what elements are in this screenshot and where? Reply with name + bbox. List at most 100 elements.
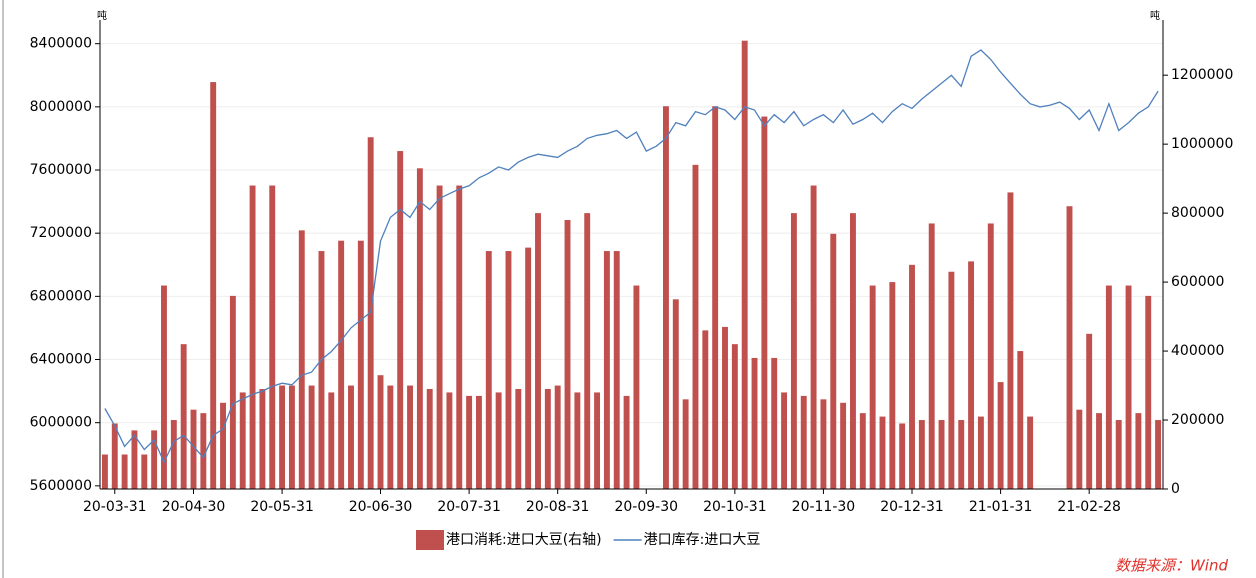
y2-tick-label: 1000000 <box>1171 136 1233 152</box>
bar <box>997 382 1004 489</box>
y-tick-label: 6000000 <box>30 415 92 431</box>
bar <box>948 271 955 489</box>
bar <box>416 168 423 490</box>
bar <box>1096 413 1102 489</box>
bar <box>210 82 217 489</box>
bar <box>407 385 413 489</box>
x-tick-label: 20-06-30 <box>349 499 413 515</box>
bar <box>1125 285 1132 489</box>
y-tick-label: 8000000 <box>30 99 92 115</box>
x-tick-label: 20-11-30 <box>792 499 856 515</box>
y2-tick-label: 200000 <box>1171 412 1224 428</box>
bar <box>446 392 453 489</box>
bar <box>977 416 984 489</box>
legend-label: 港口消耗:进口大豆(右轴) <box>446 532 602 548</box>
y2-tick-label: 800000 <box>1171 205 1224 221</box>
x-tick-label: 20-12-31 <box>880 499 944 515</box>
bar <box>544 388 551 489</box>
bar <box>613 251 620 489</box>
bar <box>338 240 345 489</box>
bar <box>535 213 541 489</box>
bar <box>672 299 679 489</box>
bar <box>800 395 807 489</box>
bar <box>712 106 719 490</box>
y2-tick-label: 1200000 <box>1171 67 1233 83</box>
y-tick-label: 5600000 <box>30 478 92 494</box>
bar <box>436 185 443 489</box>
bar <box>899 423 906 489</box>
bar <box>1115 420 1122 489</box>
bar <box>662 106 669 490</box>
bar <box>1066 206 1073 489</box>
x-tick-label: 20-07-31 <box>437 499 501 515</box>
y-tick-label: 6800000 <box>30 288 92 304</box>
y2-tick-label: 0 <box>1171 481 1180 497</box>
bar <box>269 185 276 489</box>
bar <box>928 223 935 489</box>
bar <box>781 392 788 489</box>
source: 数据来源：Wind <box>1115 557 1229 575</box>
y2-tick-label: 400000 <box>1171 343 1224 359</box>
bar <box>987 223 994 489</box>
bar <box>702 330 709 489</box>
bar <box>850 213 856 489</box>
bar <box>731 344 738 489</box>
x-tick-label: 21-01-31 <box>969 499 1033 515</box>
bar <box>426 388 433 489</box>
bar <box>101 454 108 489</box>
bar <box>348 385 354 489</box>
bar <box>1105 285 1112 489</box>
bar <box>790 213 797 489</box>
bar <box>249 185 256 489</box>
bar <box>367 137 374 489</box>
y2-tick-label: 600000 <box>1171 274 1224 290</box>
bar <box>1135 413 1142 489</box>
bar <box>918 420 925 489</box>
bar <box>840 402 847 489</box>
bar <box>397 151 404 489</box>
bar <box>308 385 315 489</box>
bar <box>466 395 473 489</box>
line <box>104 49 1159 464</box>
y-tick-label: 7200000 <box>30 225 92 241</box>
bar <box>525 247 532 489</box>
bar <box>151 430 158 489</box>
bar <box>377 375 384 489</box>
bar <box>200 413 207 489</box>
x-tick-label: 20-08-31 <box>526 499 590 515</box>
bar <box>1155 420 1162 489</box>
bar <box>771 357 778 489</box>
x-tick-label: 20-05-31 <box>250 499 314 515</box>
bar <box>190 409 197 489</box>
bar <box>761 116 768 489</box>
bar <box>554 385 561 489</box>
x-tick-label: 20-10-31 <box>703 499 767 515</box>
bar <box>722 326 728 489</box>
bar <box>387 385 394 489</box>
y-tick-label: 7600000 <box>30 162 92 178</box>
bar <box>505 251 512 489</box>
legend-swatch <box>416 530 444 550</box>
bar <box>958 420 965 489</box>
bar <box>810 185 817 489</box>
bar <box>968 261 975 489</box>
bar <box>682 399 689 489</box>
bar <box>239 392 246 489</box>
bar <box>623 395 630 489</box>
bar <box>741 40 748 490</box>
bar <box>357 240 364 489</box>
bar <box>475 395 482 489</box>
bar <box>830 233 837 489</box>
x-tick-label: 21-02-28 <box>1057 499 1121 515</box>
legend-label: 港口库存:进口大豆 <box>644 532 761 548</box>
bar <box>131 430 138 489</box>
bar <box>121 454 128 489</box>
bar <box>1145 295 1152 489</box>
bar <box>574 392 581 489</box>
bar <box>909 264 915 489</box>
y-axis-unit: 吨 <box>97 9 107 22</box>
bar <box>288 385 295 489</box>
bar <box>1086 333 1093 489</box>
bar <box>1076 409 1083 489</box>
y-tick-label: 8400000 <box>30 36 92 52</box>
